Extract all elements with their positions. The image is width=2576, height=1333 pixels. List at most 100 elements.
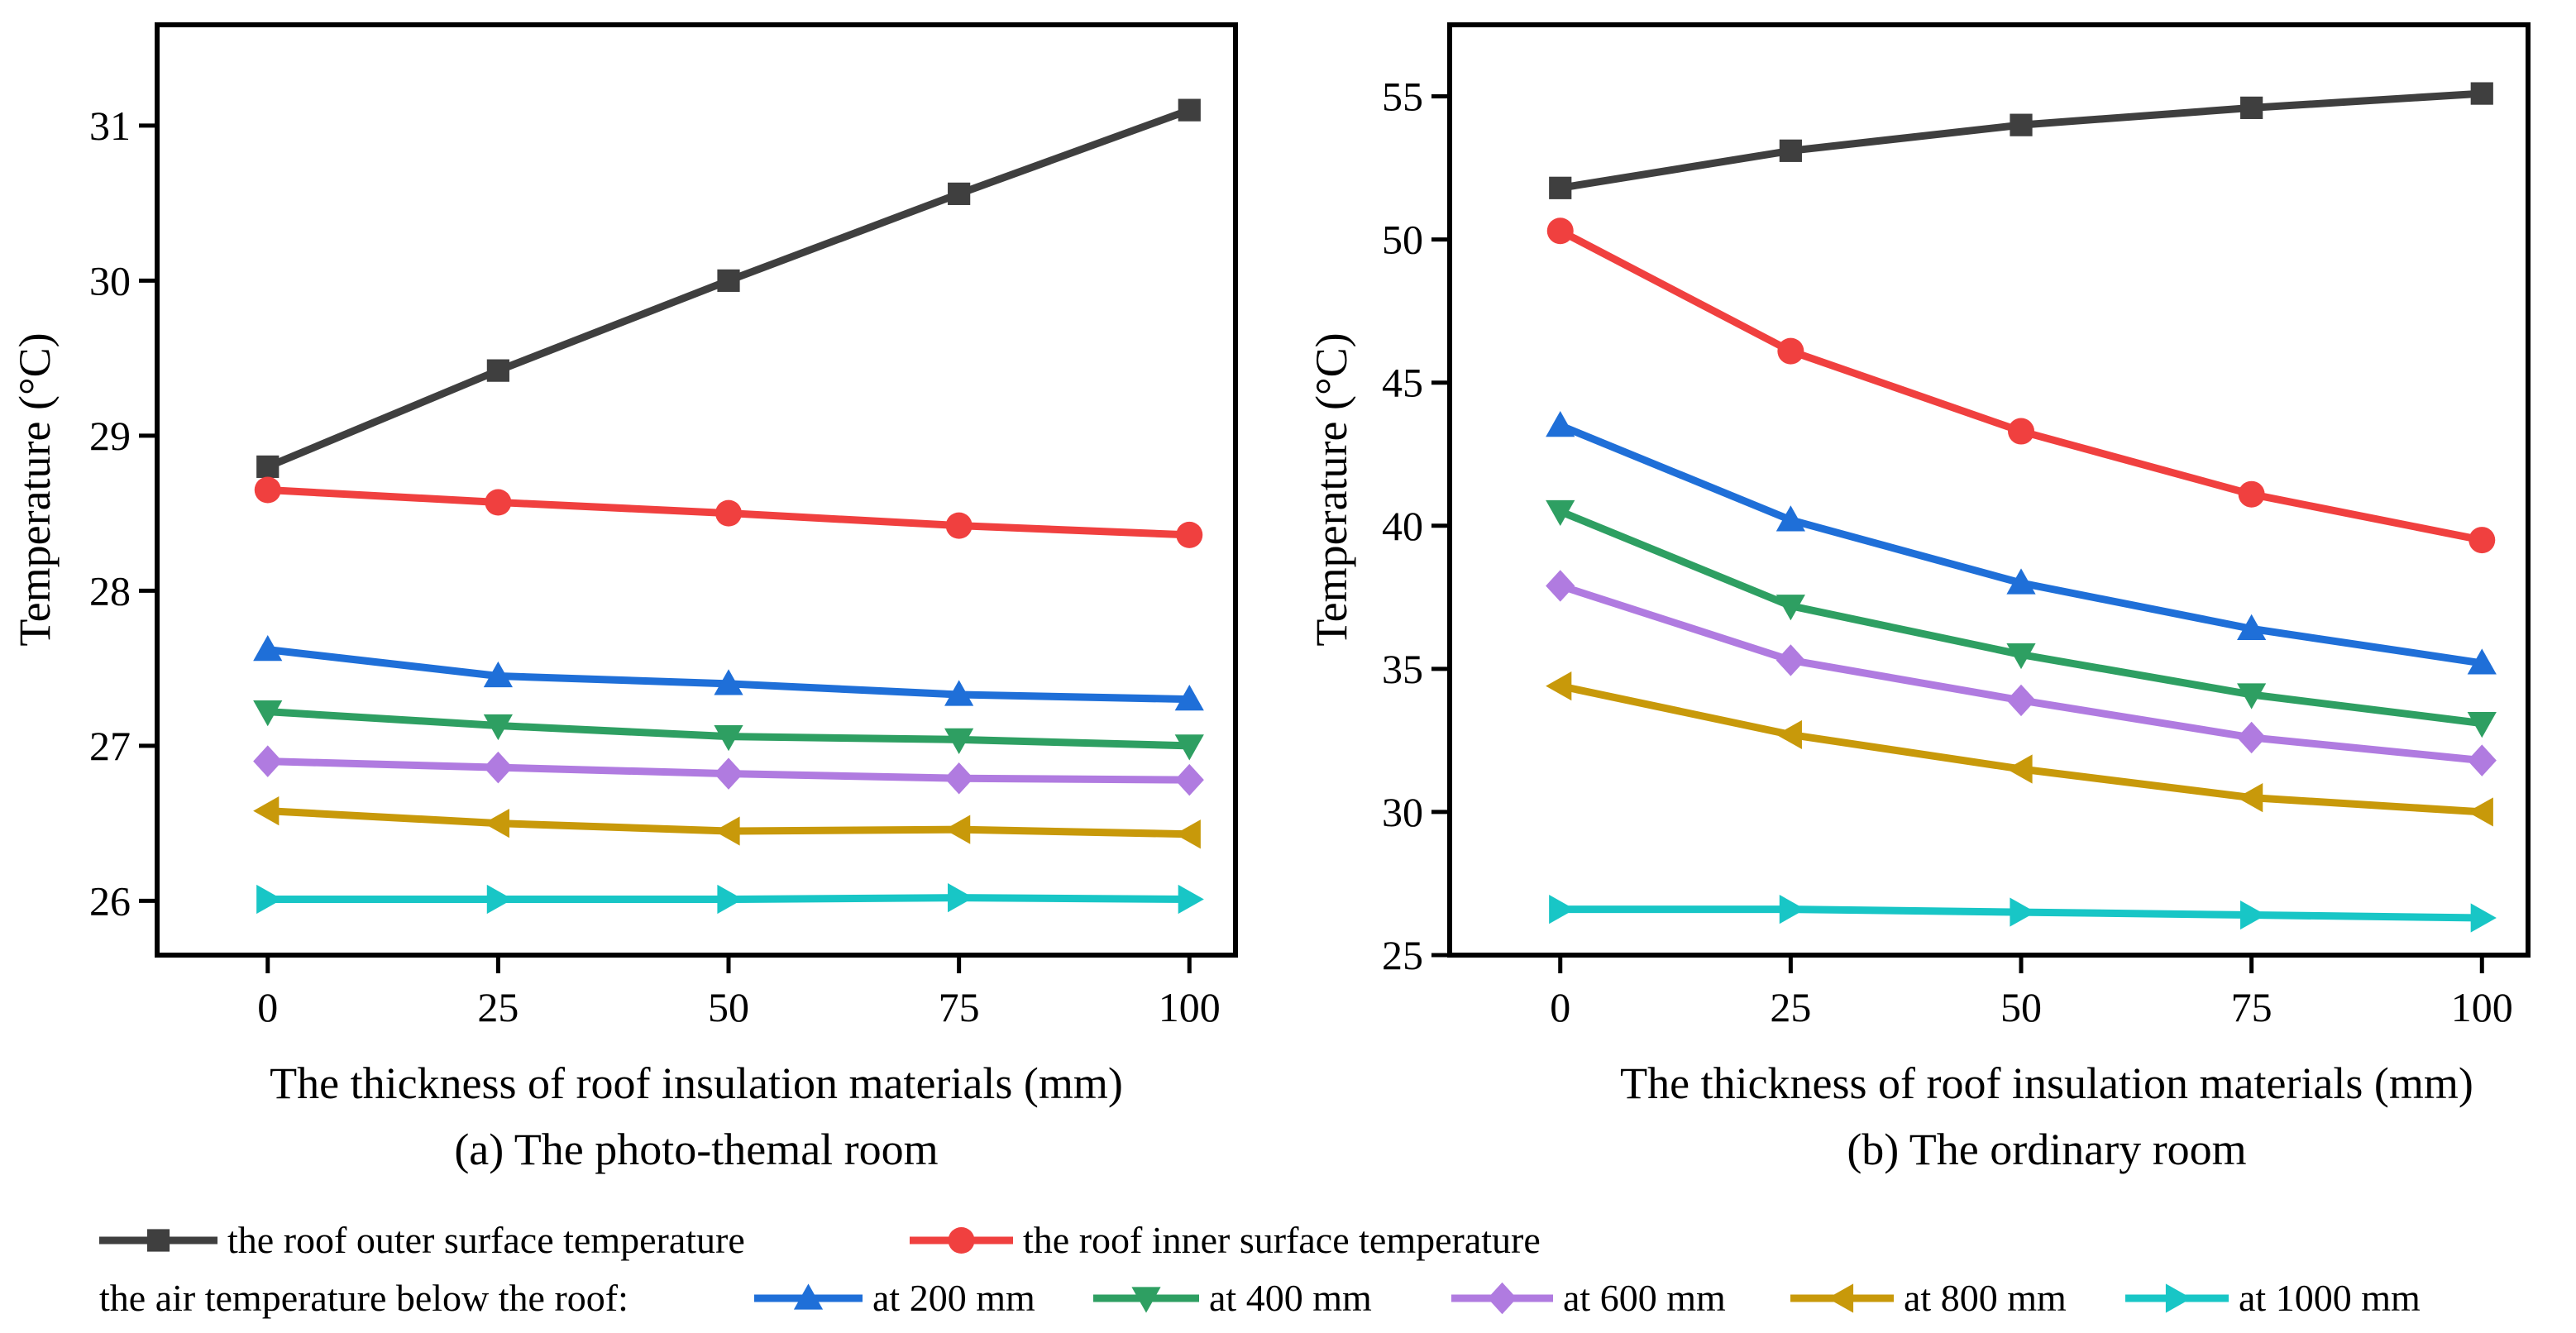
data-point-b-5-1: [1775, 719, 1802, 750]
data-point-b-1-0: [1546, 217, 1574, 245]
xlabel-a: The thickness of roof insulation materia…: [270, 1058, 1123, 1108]
data-point-b-6-0: [1549, 895, 1575, 924]
ylabel-a: Temperature (°C): [10, 332, 60, 646]
data-point-b-3-1: [1775, 595, 1805, 621]
legend-label-2: at 200 mm: [872, 1277, 1035, 1319]
data-point-b-2-3: [2237, 614, 2267, 640]
data-point-b-3-0: [1546, 499, 1575, 527]
data-point-b-3-2: [2006, 643, 2036, 670]
x-tick-label-b-1: 25: [1770, 984, 1811, 1030]
y-tick-label-b-2: 35: [1382, 646, 1423, 692]
legend-marker-6: [2165, 1283, 2192, 1313]
data-point-a-5-3: [944, 815, 971, 844]
data-point-a-3-0: [253, 700, 283, 727]
legend-marker-1: [948, 1227, 975, 1254]
data-point-a-4-3: [944, 762, 974, 795]
data-point-b-0-1: [1779, 139, 1802, 162]
legend-label-5: at 800 mm: [1904, 1277, 2067, 1319]
legend-marker-2: [793, 1283, 824, 1310]
y-tick-label-b-6: 55: [1382, 74, 1423, 120]
data-point-a-5-2: [714, 816, 740, 846]
x-tick-label-b-4: 100: [2451, 984, 2513, 1030]
data-point-b-0-0: [1549, 176, 1572, 199]
data-point-b-1-3: [2238, 480, 2265, 508]
data-point-a-4-2: [714, 757, 743, 790]
y-tick-label-a-2: 28: [89, 567, 131, 614]
x-tick-label-a-0: 0: [257, 984, 278, 1030]
y-tick-label-a-5: 31: [89, 103, 131, 149]
data-point-b-0-4: [2470, 82, 2493, 105]
data-point-b-0-2: [2010, 113, 2033, 136]
data-point-a-4-0: [253, 745, 283, 777]
legend-marker-3: [1131, 1287, 1161, 1313]
data-point-a-6-3: [948, 883, 974, 913]
legend-label-4: at 600 mm: [1563, 1277, 1726, 1319]
data-point-b-6-1: [1779, 895, 1805, 924]
legend-label-0: the roof outer surface temperature: [227, 1219, 745, 1261]
data-point-b-1-4: [2468, 527, 2496, 554]
data-point-a-1-0: [254, 476, 281, 504]
data-point-a-4-1: [483, 751, 513, 784]
x-tick-label-b-2: 50: [2000, 984, 2042, 1030]
data-point-b-1-2: [2008, 418, 2035, 445]
data-point-b-6-3: [2240, 900, 2267, 930]
data-point-b-1-1: [1777, 337, 1804, 365]
y-tick-label-a-0: 26: [89, 877, 131, 924]
caption-a: (a) The photo-themal room: [454, 1125, 938, 1174]
data-point-b-0-3: [2240, 96, 2263, 119]
legend-label-3: at 400 mm: [1209, 1277, 1372, 1319]
data-point-a-2-2: [714, 669, 743, 695]
data-point-a-5-0: [253, 796, 280, 826]
data-point-b-2-2: [2006, 568, 2036, 595]
data-point-a-0-4: [1178, 98, 1201, 122]
y-tick-label-b-0: 25: [1382, 932, 1423, 978]
legend-prefix: the air temperature below the roof:: [99, 1277, 628, 1319]
data-point-a-3-3: [944, 728, 974, 754]
y-tick-label-a-4: 30: [89, 257, 131, 303]
y-tick-label-a-1: 27: [89, 723, 131, 769]
data-point-a-2-3: [944, 680, 974, 706]
legend-marker-5: [1827, 1283, 1854, 1313]
data-point-a-0-0: [256, 455, 280, 478]
data-point-a-0-1: [486, 359, 509, 382]
legend: the air temperature below the roof: the …: [99, 1219, 2421, 1319]
data-point-b-5-4: [2467, 797, 2493, 827]
y-tick-label-a-3: 29: [89, 413, 131, 459]
data-point-a-3-1: [483, 714, 513, 741]
data-point-a-6-0: [256, 884, 283, 915]
data-point-a-2-0: [253, 635, 283, 662]
data-point-a-5-4: [1174, 819, 1201, 849]
data-point-a-1-2: [715, 499, 743, 527]
data-point-a-6-1: [486, 884, 513, 915]
data-point-b-3-4: [2467, 712, 2497, 738]
y-tick-label-b-1: 30: [1382, 789, 1423, 835]
legend-label-6: at 1000 mm: [2239, 1277, 2421, 1319]
y-tick-label-b-5: 50: [1382, 217, 1423, 263]
data-point-b-4-1: [1775, 644, 1805, 676]
data-point-b-2-1: [1775, 505, 1805, 532]
y-tick-label-b-4: 45: [1382, 360, 1423, 406]
data-point-b-5-2: [2006, 754, 2033, 784]
data-point-a-5-1: [483, 809, 509, 838]
data-point-a-1-1: [485, 489, 512, 516]
data-point-b-4-3: [2237, 721, 2267, 754]
x-tick-label-a-3: 75: [939, 984, 980, 1030]
data-point-b-3-3: [2237, 683, 2267, 710]
data-point-b-2-0: [1546, 411, 1575, 437]
data-point-a-2-4: [1174, 685, 1204, 711]
data-point-a-2-1: [483, 661, 513, 688]
data-point-b-6-2: [2010, 897, 2036, 927]
data-point-a-3-2: [714, 725, 743, 752]
data-point-b-2-4: [2467, 648, 2497, 675]
data-point-b-4-4: [2467, 744, 2497, 776]
x-tick-label-b-3: 75: [2231, 984, 2273, 1030]
legend-marker-0: [146, 1229, 170, 1252]
data-point-a-6-4: [1178, 884, 1204, 915]
data-point-b-4-0: [1546, 570, 1575, 602]
data-point-a-0-3: [948, 182, 971, 205]
ylabel-b: Temperature (°C): [1307, 332, 1356, 646]
data-point-b-5-3: [2237, 783, 2263, 813]
x-tick-label-b-0: 0: [1550, 984, 1570, 1030]
